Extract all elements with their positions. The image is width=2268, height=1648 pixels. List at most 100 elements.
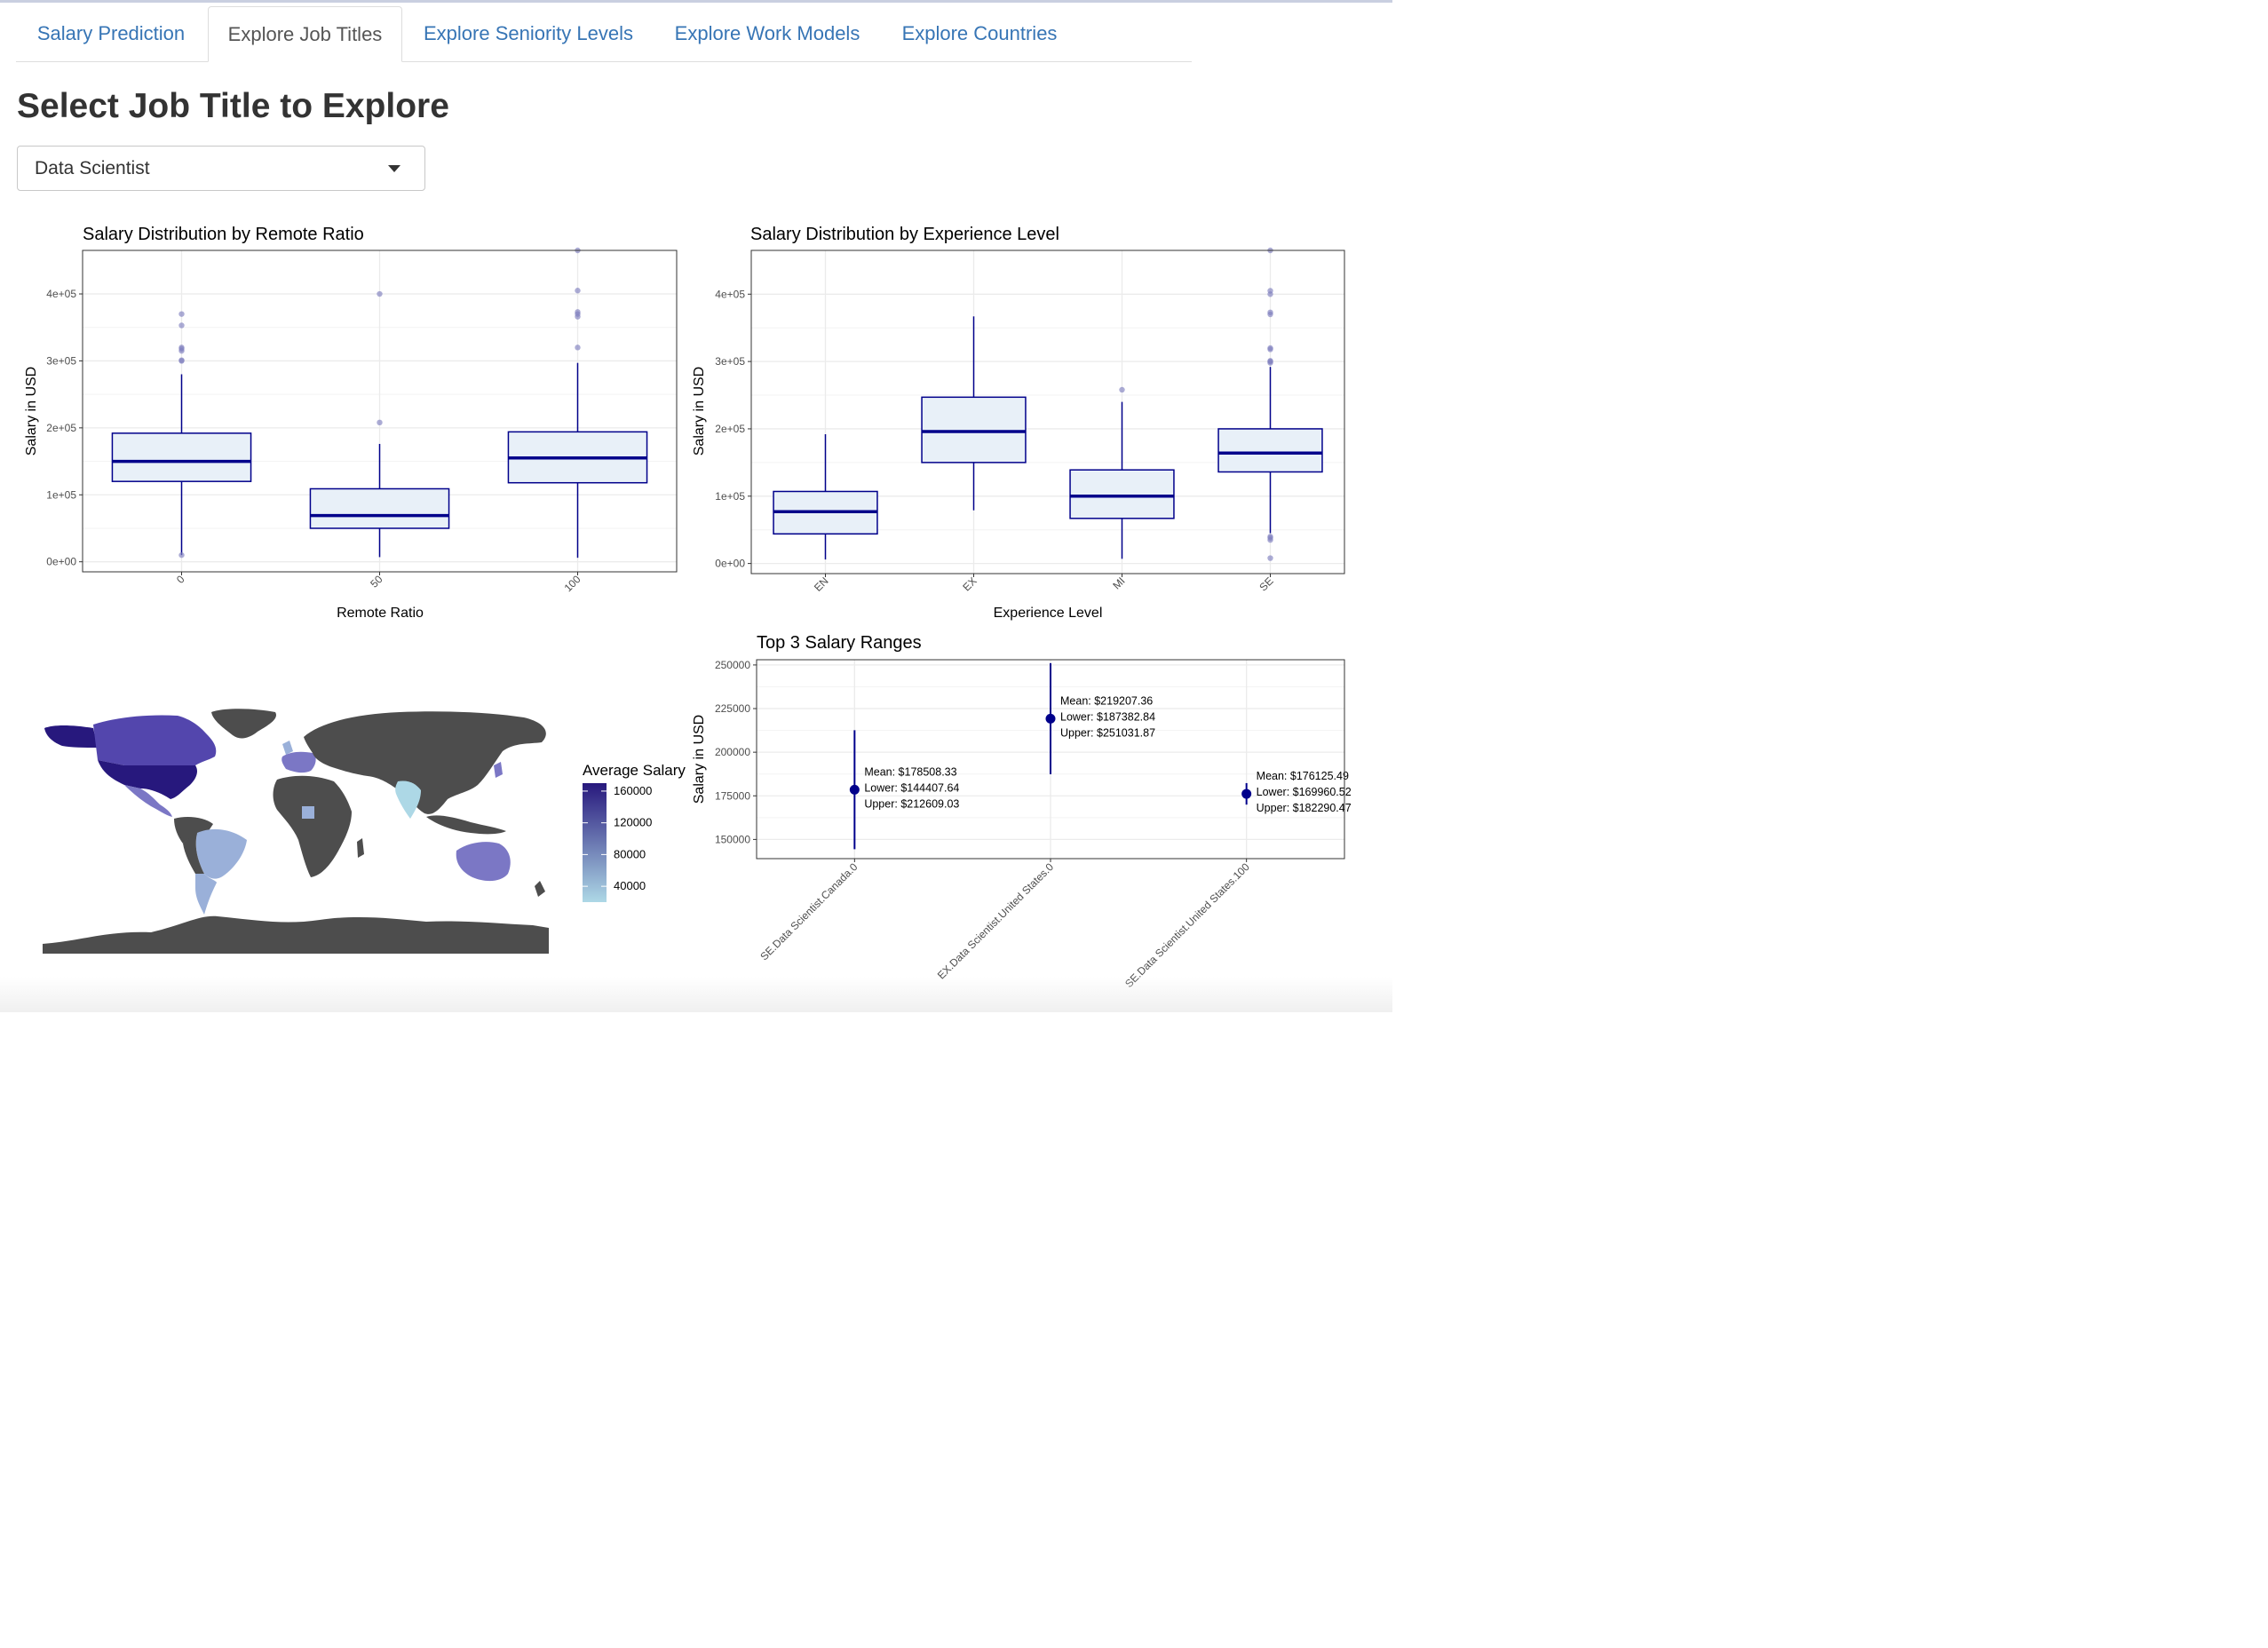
point-annotation: Lower: $187382.84 [1060,710,1155,723]
legend-title: Average Salary [583,762,686,779]
mean-point [1241,788,1252,799]
box-SE [1217,428,1323,473]
x-tick-label: EX.Data Scientist.United States.0 [935,860,1057,982]
outlier-point [575,288,581,294]
legend-tick-label: 80000 [614,847,646,860]
box-MI [1069,469,1175,519]
plot-frame [82,250,678,573]
tab-explore-work-models[interactable]: Explore Work Models [674,22,860,44]
job-title-select[interactable]: Data Scientist [17,146,425,191]
x-tick-label: 50 [368,573,385,590]
tab-bar: Salary Prediction Explore Job Titles Exp… [16,6,1192,62]
x-tick-label: SE.Data Scientist.United States.100 [1122,860,1252,990]
experience-level-chart: Salary Distribution by Experience Level … [692,225,1345,621]
tab-explore-job-titles[interactable]: Explore Job Titles [208,6,402,62]
region-nigeria [302,806,314,819]
region-europe [282,751,316,773]
chart-title: Salary Distribution by Remote Ratio [83,225,364,244]
job-title-select-value: Data Scientist [35,158,150,178]
region-japan [494,762,503,778]
region-united-states [98,760,197,799]
caret-down-icon[interactable] [388,165,400,172]
y-tick-label: 3e+05 [715,355,745,368]
y-tick-label: 1e+05 [46,488,76,501]
region-argentina [195,874,217,915]
mean-point [1045,713,1056,724]
tab-salary-prediction[interactable]: Salary Prediction [36,22,186,44]
point-annotation: Upper: $251031.87 [1060,726,1155,739]
y-axis-title: Salary in USD [692,715,707,804]
page-title: Select Job Title to Explore [17,87,449,125]
region-southeast-asia [426,815,506,835]
region-australia [456,842,511,882]
remote-ratio-chart: Salary Distribution by Remote Ratio 0e+0… [24,225,678,621]
region-mexico [124,785,172,817]
y-tick-label: 4e+05 [715,288,745,300]
legend-tick-label: 160000 [614,784,652,797]
y-tick-label: 0e+00 [715,558,745,570]
outlier-point [178,322,185,329]
outlier-point [575,309,581,315]
region-madagascar [357,838,364,858]
outlier-point [1267,309,1273,315]
tab-explore-countries[interactable]: Explore Countries [901,22,1058,44]
region-africa [273,775,352,877]
y-tick-label: 225000 [715,702,750,715]
point-annotation: Upper: $212609.03 [864,797,959,810]
mean-point [849,784,860,795]
y-tick-label: 1e+05 [715,490,745,503]
outlier-point [1119,386,1125,393]
world-salary-map: Average Salary 160000 120000 80000 40000 [43,709,686,954]
x-tick-label: 100 [562,573,583,594]
box-0 [111,432,252,482]
region-antarctica [43,915,549,954]
region-brazil [195,828,247,879]
plot-frame [750,250,1345,574]
point-annotation: Mean: $176125.49 [1257,770,1349,782]
outlier-point [1267,345,1273,352]
region-united-kingdom [282,741,293,755]
region-new-zealand [535,881,545,897]
outlier-point [1267,288,1273,294]
y-tick-label: 2e+05 [46,422,76,434]
point-annotation: Mean: $178508.33 [864,765,956,778]
chart-title: Salary Distribution by Experience Level [750,225,1059,244]
region-greenland [211,709,276,739]
box-EX [921,396,1027,464]
point-annotation: Upper: $182290.47 [1257,802,1352,814]
y-tick-label: 0e+00 [46,556,76,568]
y-axis-title: Salary in USD [24,367,39,456]
outlier-point [178,311,185,317]
window-top-border [0,0,1392,3]
outlier-point [377,290,383,297]
y-axis-title: Salary in USD [692,367,707,456]
region-eurasia [304,711,546,814]
y-tick-label: 2e+05 [715,423,745,435]
legend-color-bar [583,783,607,902]
region-canada [93,715,217,765]
chart-title: Top 3 Salary Ranges [757,633,922,653]
box-50 [309,487,450,529]
y-tick-label: 175000 [715,789,750,802]
tab-explore-seniority-levels[interactable]: Explore Seniority Levels [423,22,633,44]
region-andes [183,833,204,874]
region-alaska [44,725,98,748]
outlier-point [1267,534,1273,540]
legend-tick-label: 120000 [614,816,652,829]
y-tick-label: 3e+05 [46,354,76,367]
point-annotation: Lower: $169960.52 [1257,786,1352,798]
outlier-point [178,357,185,363]
outlier-point [377,419,383,426]
x-axis-title: Experience Level [994,606,1103,621]
region-south-america-north [174,817,213,844]
x-tick-label: EN [812,574,831,594]
outlier-point [178,551,185,559]
y-tick-label: 4e+05 [46,288,76,300]
point-annotation: Mean: $219207.36 [1060,694,1153,707]
x-tick-label: EX [960,574,979,593]
legend-tick-label: 40000 [614,879,646,892]
y-tick-label: 200000 [715,746,750,758]
outlier-point [178,345,185,351]
x-tick-label: SE.Data Scientist.Canada.0 [757,860,860,963]
plot-frame [756,659,1345,860]
